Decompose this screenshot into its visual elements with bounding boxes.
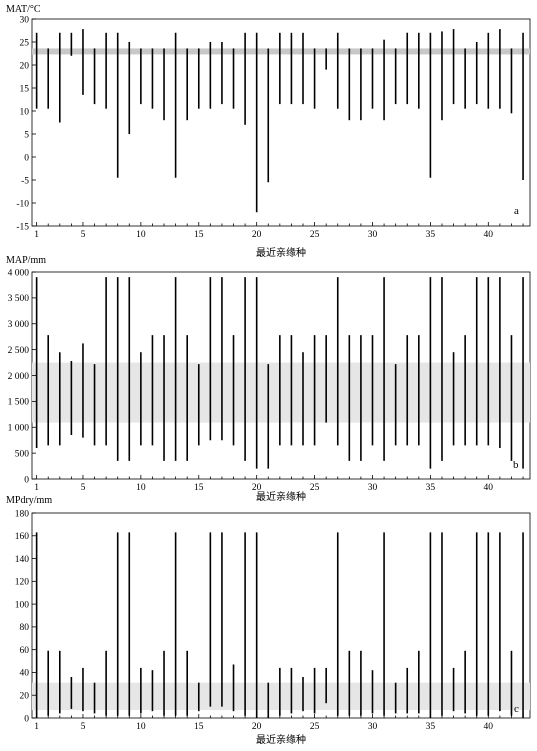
- panel-c-x-tick-label: 35: [426, 722, 436, 732]
- panel-a-x-title: 最近亲缘种: [256, 246, 306, 259]
- panel-c-x-tick-label: 20: [252, 722, 262, 732]
- panel-b-y-axis: 0 500 1 000 1 500 2 000 2 500 3 000 3 500 4 000: [8, 268, 36, 485]
- panel-a-y-tick-label: 10: [20, 107, 30, 117]
- panel-c-x-tick-label: 1: [34, 722, 39, 732]
- panel-c-y-tick-label: 40: [20, 669, 30, 679]
- panel-a-frame: [31, 18, 531, 227]
- panel-b-x-axis: 1 5 10 15 20 25 30 35 40: [34, 475, 524, 493]
- panel-b-reference-band: [32, 362, 530, 423]
- panel-c-y-tick-label: 160: [15, 532, 30, 542]
- panel-a-letter: a: [514, 205, 519, 217]
- panel-b-y-tick-label: 1 000: [8, 424, 30, 434]
- panel-b-y-tick-label: 500: [15, 449, 30, 459]
- panel-b-y-tick-label: 0: [24, 475, 29, 485]
- panel-a-y-tick-label: 20: [20, 61, 30, 71]
- panel-b-band-layer: [32, 362, 530, 423]
- panel-a-y-tick-label: 30: [20, 15, 30, 25]
- panel-b-y-tick-label: 2 500: [8, 346, 30, 356]
- panel-c-reference-band: [32, 682, 530, 711]
- panel-a-x-tick-label: 1: [34, 230, 39, 240]
- panel-b-y-title: MAP/mm: [6, 255, 46, 266]
- panel-a-x-tick-label: 5: [81, 230, 86, 240]
- panel-c-letter: c: [514, 703, 519, 715]
- panel-c-x-tick-label: 40: [484, 722, 494, 732]
- panel-b-x-tick-label: 1: [34, 483, 39, 493]
- panel-c-x-axis: 1 5 10 15 20 25 30 35 40: [34, 714, 524, 732]
- panel-c-y-tick-label: 60: [20, 646, 30, 656]
- panel-c-y-tick-label: 100: [15, 600, 30, 610]
- panel-c-y-tick-label: 80: [20, 623, 30, 633]
- panel-c-frame: [31, 512, 531, 719]
- panel-a-y-tick-label: 5: [24, 130, 29, 140]
- panel-c-x-title: 最近亲缘种: [256, 733, 306, 746]
- panel-b-letter: b: [513, 459, 519, 471]
- panel-a-x-tick-label: 30: [368, 230, 378, 240]
- panel-b-y-tick-label: 3 000: [8, 320, 30, 330]
- panel-b-bars-layer: [35, 277, 524, 469]
- panel-c-bars-layer: [35, 532, 524, 718]
- panel-a-y-tick-label: -15: [16, 222, 29, 232]
- panel-b-x-tick-label: 20: [252, 483, 262, 493]
- panel-b-x-tick-label: 35: [426, 483, 436, 493]
- panel-c-y-tick-label: 180: [15, 509, 30, 519]
- panel-c-y-tick-label: 0: [24, 714, 29, 724]
- panel-a-x-tick-label: 35: [426, 230, 436, 240]
- panel-a-y-tick-label: 15: [20, 84, 30, 94]
- panel-b-x-tick-label: 40: [484, 483, 494, 493]
- panel-c-band-layer: [32, 682, 530, 711]
- panel-a-y-title: MAT/°C: [6, 4, 41, 15]
- panel-a-x-tick-label: 15: [194, 230, 204, 240]
- panel-a-y-tick-label: -10: [16, 199, 29, 209]
- panel-b-y-tick-label: 4 000: [8, 268, 30, 278]
- panel-c-x-tick-label: 5: [81, 722, 86, 732]
- panel-a-x-tick-label: 25: [310, 230, 320, 240]
- panel-a-x-tick-label: 40: [484, 230, 494, 240]
- panel-a-y-axis: -15 -10 -5 0 5 10 15 20 25 30: [16, 15, 36, 232]
- panel-a-bars-layer: [35, 29, 524, 213]
- panel-a-x-tick-label: 10: [136, 230, 146, 240]
- panel-c-y-axis: 0 20 40 60 80 100 120 140 160 180: [15, 509, 36, 724]
- panel-b-x-tick-label: 25: [310, 483, 320, 493]
- panel-b-x-tick-label: 5: [81, 483, 86, 493]
- panel-a-x-axis: 1 5 10 15 20 25 30 35 40: [34, 222, 524, 240]
- panel-c-x-tick-label: 10: [136, 722, 146, 732]
- panel-a-band-layer: [32, 48, 530, 55]
- panel-b-x-tick-label: 30: [368, 483, 378, 493]
- panel-c-x-tick-label: 30: [368, 722, 378, 732]
- panel-c-y-tick-label: 120: [15, 578, 30, 588]
- panel-b-y-tick-label: 3 500: [8, 294, 30, 304]
- panel-b-x-title: 最近亲缘种: [256, 490, 306, 503]
- panel-b-y-tick-label: 1 500: [8, 398, 30, 408]
- panel-b-y-tick-label: 2 000: [8, 372, 30, 382]
- panel-c-y-tick-label: 140: [15, 555, 30, 565]
- panel-a-x-tick-label: 20: [252, 230, 262, 240]
- panel-a-y-tick-label: 0: [24, 153, 29, 163]
- panel-b-x-tick-label: 15: [194, 483, 204, 493]
- panel-c-x-tick-label: 25: [310, 722, 320, 732]
- panel-c-x-tick-label: 15: [194, 722, 204, 732]
- panel-a-y-tick-label: 25: [20, 38, 30, 48]
- panel-a-reference-band: [32, 48, 530, 55]
- panel-b-x-tick-label: 10: [136, 483, 146, 493]
- panel-c-y-title: MPdry/mm: [6, 495, 52, 506]
- panel-c-y-tick-label: 20: [20, 692, 30, 702]
- panel-a-y-tick-label: -5: [21, 176, 29, 186]
